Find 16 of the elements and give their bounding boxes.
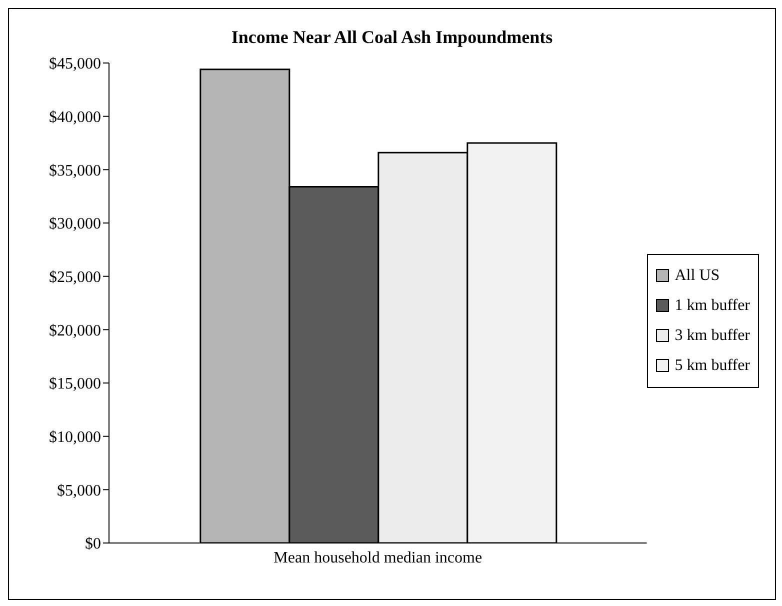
y-tick-label: $5,000 (57, 482, 101, 500)
y-tick-label: $40,000 (49, 109, 101, 126)
y-tick-label: $10,000 (49, 429, 101, 446)
y-tick-label: $35,000 (49, 162, 101, 180)
legend-label: 5 km buffer (674, 356, 750, 376)
y-tick-label: $20,000 (49, 322, 101, 340)
y-tick-label: $0 (85, 536, 101, 553)
y-tick-label: $45,000 (49, 56, 101, 73)
y-tick-label: $15,000 (49, 376, 101, 393)
x-tick-label: Mean household median income (274, 549, 482, 566)
y-tick-label: $30,000 (49, 216, 101, 233)
y-tick-label: $25,000 (49, 269, 101, 286)
chart-title: Income Near All Coal Ash Impoundments (230, 27, 554, 48)
legend-label: All US (674, 266, 720, 286)
legend-label: 3 km buffer (674, 326, 750, 346)
legend-label: 1 km buffer (674, 296, 750, 316)
